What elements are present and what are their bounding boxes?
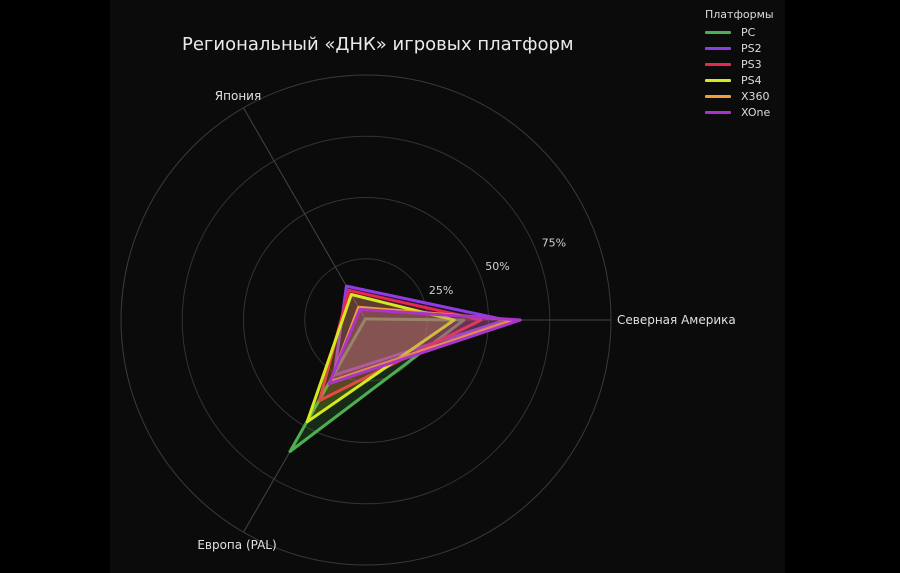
legend-item-ps4[interactable]: PS4 — [705, 72, 774, 88]
legend-label: PS3 — [741, 57, 762, 71]
axis-label: Япония — [215, 89, 261, 103]
legend-swatch — [705, 62, 731, 66]
radial-tick-label: 75% — [542, 236, 566, 249]
axis-label: Европа (PAL) — [197, 538, 276, 552]
legend: Платформы PC PS2 PS3 PS4 X360 XOne — [705, 8, 774, 120]
axis-spoke-1 — [243, 107, 367, 321]
legend-label: PS2 — [741, 41, 762, 55]
chart-title: Региональный «ДНК» игровых платформ — [182, 34, 574, 55]
legend-item-xone[interactable]: XOne — [705, 104, 774, 120]
legend-label: XOne — [741, 105, 771, 119]
legend-swatch — [705, 110, 731, 114]
legend-swatch — [705, 94, 731, 98]
legend-title: Платформы — [705, 8, 774, 21]
legend-items: PC PS2 PS3 PS4 X360 XOne — [705, 24, 774, 120]
plot-background — [110, 0, 785, 573]
series-xone-polygon — [327, 307, 522, 386]
legend-item-pc[interactable]: PC — [705, 24, 774, 40]
axis-label: Северная Америка — [617, 313, 736, 327]
legend-item-ps3[interactable]: PS3 — [705, 56, 774, 72]
legend-label: X360 — [741, 89, 770, 103]
legend-item-x360[interactable]: X360 — [705, 88, 774, 104]
radial-tick-label: 25% — [429, 284, 453, 297]
series-ps4-polygon — [305, 293, 456, 424]
radial-tick-label: 50% — [485, 260, 509, 273]
legend-label: PS4 — [741, 73, 762, 87]
legend-swatch — [705, 78, 731, 82]
legend-label: PC — [741, 25, 756, 39]
legend-swatch — [705, 46, 731, 50]
legend-item-ps2[interactable]: PS2 — [705, 40, 774, 56]
legend-swatch — [705, 30, 731, 34]
